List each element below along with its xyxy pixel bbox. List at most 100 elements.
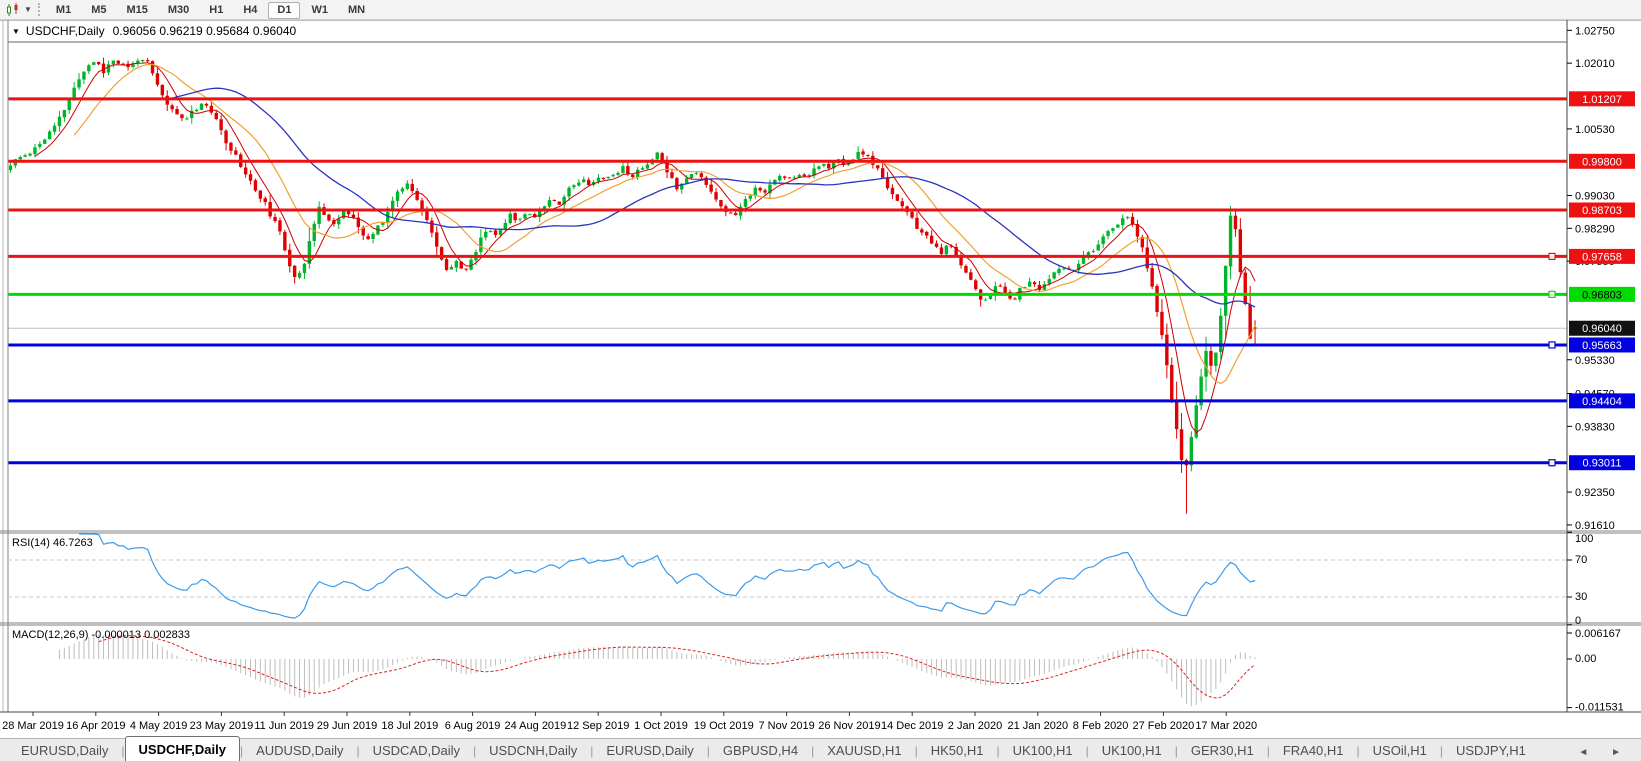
svg-text:0.96803: 0.96803 xyxy=(1582,289,1622,301)
tab-separator: | xyxy=(1266,744,1270,758)
timeframe-button-m30[interactable]: M30 xyxy=(159,2,198,19)
svg-text:11 Jun 2019: 11 Jun 2019 xyxy=(254,720,314,732)
timeframe-button-h4[interactable]: H4 xyxy=(234,2,266,19)
tab-usoil-h1[interactable]: USOil,H1 xyxy=(1372,743,1427,758)
svg-text:0.98290: 0.98290 xyxy=(1575,223,1615,235)
tab-ger30-h1[interactable]: GER30,H1 xyxy=(1190,743,1254,758)
tab-separator: | xyxy=(473,744,477,758)
svg-text:30: 30 xyxy=(1575,591,1587,603)
svg-text:0.97658: 0.97658 xyxy=(1582,251,1622,263)
svg-text:29 Jun 2019: 29 Jun 2019 xyxy=(317,720,378,732)
svg-text:100: 100 xyxy=(1575,533,1593,545)
tab-eurusd-daily[interactable]: EURUSD,Daily xyxy=(606,743,694,758)
rsi-indicator-label: RSI(14) 46.7263 xyxy=(12,537,93,549)
svg-text:0.94404: 0.94404 xyxy=(1582,396,1622,408)
tab-separator: | xyxy=(1085,744,1089,758)
date-axis: 28 Mar 2019 16 Apr 2019 4 May 2019 23 May 2… xyxy=(2,712,1257,732)
svg-text:26 Nov 2019: 26 Nov 2019 xyxy=(818,720,880,732)
macd-signal-value: 0.002833 xyxy=(144,629,190,641)
svg-text:1.01207: 1.01207 xyxy=(1582,94,1622,106)
svg-text:0.00: 0.00 xyxy=(1575,653,1596,665)
svg-text:19 Oct 2019: 19 Oct 2019 xyxy=(694,720,754,732)
tab-usdjpy-h1[interactable]: USDJPY,H1 xyxy=(1455,743,1526,758)
tab-xauusd-h1[interactable]: XAUUSD,H1 xyxy=(827,743,902,758)
tab-separator: | xyxy=(914,744,918,758)
tab-scroll-left-icon[interactable]: ◄ xyxy=(1578,747,1599,758)
svg-text:2 Jan 2020: 2 Jan 2020 xyxy=(948,720,1002,732)
ohlc-open: 0.96056 xyxy=(112,24,156,38)
svg-text:0.006167: 0.006167 xyxy=(1575,628,1621,640)
tab-uk100-h1[interactable]: UK100,H1 xyxy=(1012,743,1073,758)
svg-text:0.95330: 0.95330 xyxy=(1575,355,1615,367)
timeframe-button-d1[interactable]: D1 xyxy=(268,1,301,19)
macd-main-value: -0.000013 xyxy=(91,629,142,641)
tab-usdcad-daily[interactable]: USDCAD,Daily xyxy=(372,743,461,758)
svg-text:0.91610: 0.91610 xyxy=(1575,520,1615,532)
svg-text:1 Oct 2019: 1 Oct 2019 xyxy=(634,720,688,732)
tab-separator: | xyxy=(1356,744,1360,758)
rsi-panel: 100 70 30 0 xyxy=(8,531,1593,627)
timeframe-button-mn[interactable]: MN xyxy=(339,2,374,19)
tab-gbpusd-h4[interactable]: GBPUSD,H4 xyxy=(722,743,799,758)
timeframe-button-m5[interactable]: M5 xyxy=(82,2,115,19)
rsi-value: 46.7263 xyxy=(52,537,93,549)
svg-text:-0.011531: -0.011531 xyxy=(1575,702,1624,714)
tab-separator: | xyxy=(239,744,244,758)
svg-text:16 Apr 2019: 16 Apr 2019 xyxy=(66,720,125,732)
svg-text:28 Mar 2019: 28 Mar 2019 xyxy=(2,720,64,732)
tab-separator: | xyxy=(706,744,710,758)
tab-hk50-h1[interactable]: HK50,H1 xyxy=(930,743,984,758)
svg-text:14 Dec 2019: 14 Dec 2019 xyxy=(881,720,943,732)
svg-text:23 May 2019: 23 May 2019 xyxy=(190,720,254,732)
chart-canvas[interactable]: 1.027501.020101.005300.990300.982900.975… xyxy=(0,19,1641,738)
chevron-down-icon[interactable]: ▼ xyxy=(24,5,32,14)
svg-text:0.92350: 0.92350 xyxy=(1575,487,1615,499)
toolbar-grip[interactable] xyxy=(37,3,40,16)
timeframe-buttons: M1 M5 M15 M30 H1 H4 D1 W1 MN xyxy=(46,0,375,19)
svg-text:4 May 2019: 4 May 2019 xyxy=(130,720,187,732)
timeframe-button-m15[interactable]: M15 xyxy=(117,2,156,19)
svg-text:0.93011: 0.93011 xyxy=(1583,458,1622,470)
ohlc-low: 0.95684 xyxy=(206,24,250,38)
candlestick-chart-icon[interactable] xyxy=(3,2,23,17)
tab-usdchf-daily[interactable]: USDCHF,Daily xyxy=(124,736,240,761)
tab-separator: | xyxy=(996,744,1000,758)
svg-text:1.02010: 1.02010 xyxy=(1575,58,1615,70)
symbol-dropdown-icon[interactable]: ▼ xyxy=(12,26,20,36)
panel-frame xyxy=(0,19,1641,713)
svg-text:8 Feb 2020: 8 Feb 2020 xyxy=(1073,720,1129,732)
tab-scroll-right-icon[interactable]: ► xyxy=(1611,747,1631,758)
svg-text:12 Sep 2019: 12 Sep 2019 xyxy=(567,720,629,732)
tab-scroll-arrows: ◄ ► xyxy=(1578,747,1631,758)
tab-fra40-h1[interactable]: FRA40,H1 xyxy=(1282,743,1344,758)
svg-text:17 Mar 2020: 17 Mar 2020 xyxy=(1195,720,1257,732)
svg-text:1.02750: 1.02750 xyxy=(1575,25,1615,37)
symbol-tabs: EURUSD,Daily | USDCHF,Daily | AUDUSD,Daily | U… xyxy=(8,736,1539,761)
tab-separator: | xyxy=(1439,744,1443,758)
tab-separator: | xyxy=(590,744,594,758)
timeframe-button-w1[interactable]: W1 xyxy=(302,2,337,19)
svg-text:1.00530: 1.00530 xyxy=(1575,124,1615,136)
tab-usdcnh-daily[interactable]: USDCNH,Daily xyxy=(489,743,578,758)
svg-text:7 Nov 2019: 7 Nov 2019 xyxy=(758,720,814,732)
tab-eurusd-daily[interactable]: EURUSD,Daily xyxy=(21,743,109,758)
tab-separator: | xyxy=(121,744,125,758)
svg-text:6 Aug 2019: 6 Aug 2019 xyxy=(445,720,501,732)
svg-text:0.93830: 0.93830 xyxy=(1575,421,1615,433)
macd-panel: 0.006167 0.00 -0.011531 xyxy=(58,628,1624,714)
tab-separator: | xyxy=(811,744,815,758)
chart-symbol-title: ▼ USDCHF,Daily 0.96056 0.96219 0.95684 0… xyxy=(12,24,296,38)
tab-audusd-daily[interactable]: AUDUSD,Daily xyxy=(256,743,344,758)
timeframe-button-h1[interactable]: H1 xyxy=(200,2,232,19)
macd-indicator-label: MACD(12,26,9) -0.000013 0.002833 xyxy=(12,629,190,641)
svg-text:0.99800: 0.99800 xyxy=(1582,156,1622,168)
tab-separator: | xyxy=(356,744,360,758)
svg-text:21 Jan 2020: 21 Jan 2020 xyxy=(1008,720,1069,732)
timeframe-button-m1[interactable]: M1 xyxy=(47,2,80,19)
tab-uk100-h1[interactable]: UK100,H1 xyxy=(1101,743,1162,758)
svg-text:0.95663: 0.95663 xyxy=(1582,340,1622,352)
svg-text:0: 0 xyxy=(1575,615,1581,627)
ohlc-high: 0.96219 xyxy=(159,24,203,38)
svg-text:70: 70 xyxy=(1575,554,1587,566)
tab-separator: | xyxy=(1174,744,1178,758)
